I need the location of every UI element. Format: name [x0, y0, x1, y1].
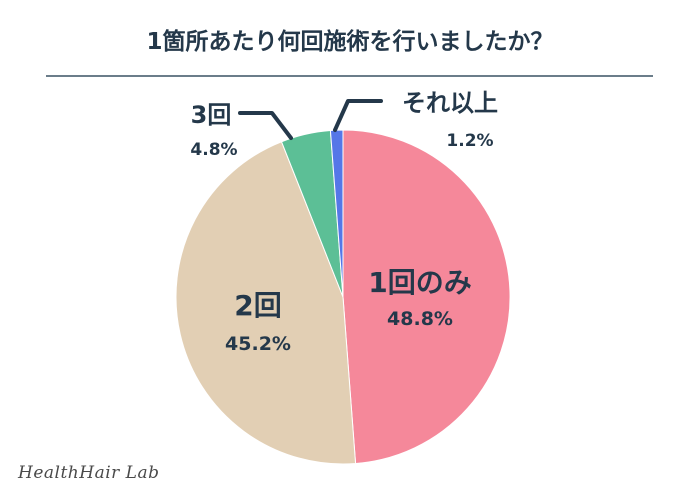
slice-value-2: 45.2% — [225, 333, 291, 355]
slice-label-3: 3回 — [191, 101, 232, 129]
slice-label-more: それ以上 — [402, 89, 498, 117]
leader-lines — [238, 99, 383, 140]
slice-value-1: 48.8% — [387, 308, 453, 330]
pie-slices — [175, 129, 511, 465]
chart-title: 1箇所あたり何回施術を行いましたか？ — [146, 29, 554, 55]
slice-value-more: 1.2% — [446, 131, 493, 151]
pie-slice-1 — [342, 129, 511, 465]
title-divider — [46, 75, 653, 77]
slice-label-1: 1回のみ — [368, 266, 471, 299]
slice-value-3: 4.8% — [190, 140, 237, 160]
leader-line-3 — [238, 111, 293, 140]
pie-slice-2 — [175, 141, 357, 465]
leader-line-more — [333, 99, 383, 132]
slice-labels: 1回のみ 48.8% 2回 45.2% 3回 4.8% それ以上 1.2% — [190, 89, 498, 355]
slice-label-2: 2回 — [234, 289, 281, 322]
brand-logo-text: HealthHair Lab — [18, 463, 160, 483]
